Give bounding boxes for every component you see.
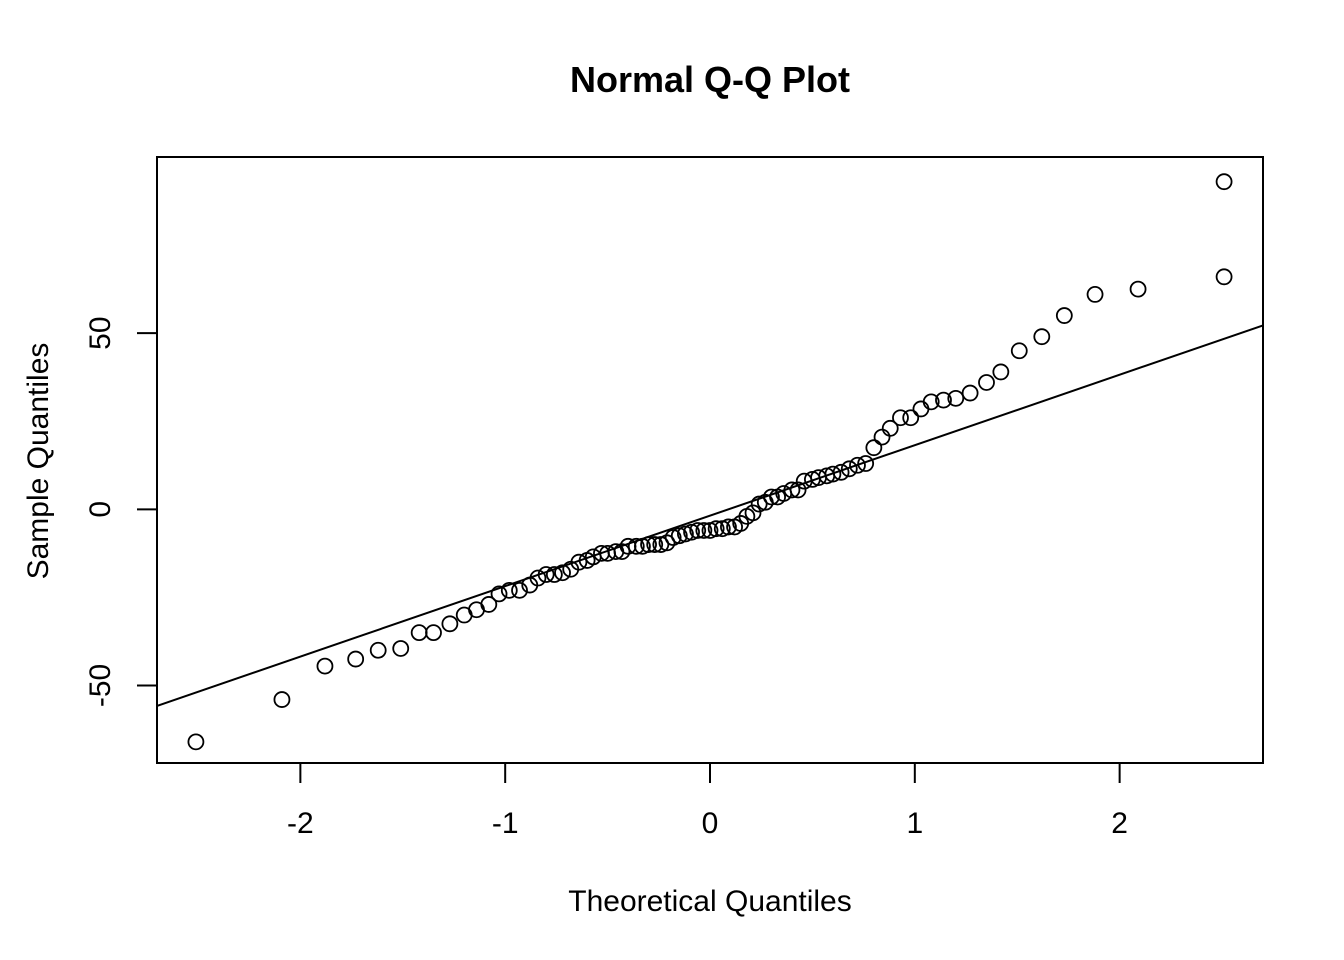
reference-line-layer <box>156 324 1264 707</box>
data-point <box>789 481 807 499</box>
y-axis-label: Sample Quantiles <box>22 343 55 580</box>
x-tick-label: 1 <box>906 807 923 840</box>
x-tick-label: -2 <box>287 807 314 840</box>
data-point <box>441 615 459 633</box>
data-point <box>783 481 801 499</box>
data-point <box>425 624 442 642</box>
data-point <box>1055 307 1073 324</box>
data-point <box>857 455 875 472</box>
data-point <box>1215 268 1233 286</box>
data-point <box>947 389 965 407</box>
data-point <box>922 393 940 411</box>
data-point <box>1129 280 1147 298</box>
data-point <box>529 569 547 587</box>
data-point <box>187 733 205 751</box>
data-point <box>849 456 866 474</box>
data-point <box>713 520 731 538</box>
x-tick-label: -1 <box>492 807 519 840</box>
data-point <box>992 363 1010 381</box>
data-point <box>881 419 899 437</box>
data-point <box>689 522 707 539</box>
data-point <box>640 536 657 553</box>
data-point <box>511 581 528 599</box>
data-point <box>347 650 365 668</box>
data-point <box>683 523 700 541</box>
data-point <box>652 536 670 553</box>
points-layer <box>187 173 1233 751</box>
data-point <box>273 691 291 708</box>
data-point <box>873 428 891 446</box>
data-point <box>695 522 713 539</box>
data-point <box>490 585 508 603</box>
data-point <box>701 522 719 539</box>
data-point <box>720 518 737 536</box>
x-tick-label: 2 <box>1111 807 1128 840</box>
data-point <box>865 439 883 457</box>
chart-title: Normal Q-Q Plot <box>570 59 850 100</box>
data-point <box>545 566 563 583</box>
x-axis: -2 -1 0 1 2 <box>287 762 1128 840</box>
data-point <box>570 553 588 571</box>
data-point <box>1033 328 1051 346</box>
data-point <box>750 495 768 513</box>
data-point <box>537 566 555 583</box>
data-point <box>892 409 909 427</box>
y-tick-label: 0 <box>84 501 117 518</box>
data-point <box>392 640 410 657</box>
data-point <box>554 564 571 582</box>
data-point <box>1010 342 1028 360</box>
data-point <box>658 534 676 552</box>
data-point <box>824 465 842 483</box>
data-point <box>627 537 645 555</box>
data-point <box>978 374 995 391</box>
data-point <box>1086 286 1104 303</box>
data-point <box>316 657 334 675</box>
plot-frame <box>156 156 1264 764</box>
data-point <box>664 529 682 546</box>
data-point <box>961 384 979 402</box>
data-point <box>1215 173 1233 191</box>
data-point <box>935 391 952 409</box>
data-point <box>646 536 664 553</box>
data-point <box>369 641 387 659</box>
data-point <box>634 537 651 555</box>
y-tick-label: 50 <box>84 316 117 349</box>
x-tick-label: 0 <box>702 807 719 840</box>
data-point <box>707 520 725 538</box>
data-point <box>763 488 780 506</box>
data-point <box>677 525 694 543</box>
reference-line <box>156 324 1264 707</box>
y-tick-label: -50 <box>84 664 117 707</box>
data-point <box>832 463 850 481</box>
data-point <box>902 409 920 427</box>
data-point <box>410 624 428 642</box>
data-point <box>500 581 518 599</box>
data-point <box>613 543 631 561</box>
x-axis-label: Theoretical Quantiles <box>568 885 851 918</box>
data-point <box>840 460 858 478</box>
data-point <box>744 504 762 522</box>
data-point <box>480 596 498 613</box>
data-point <box>912 400 930 418</box>
y-axis: -50 0 50 <box>84 316 158 707</box>
data-point <box>670 527 688 545</box>
